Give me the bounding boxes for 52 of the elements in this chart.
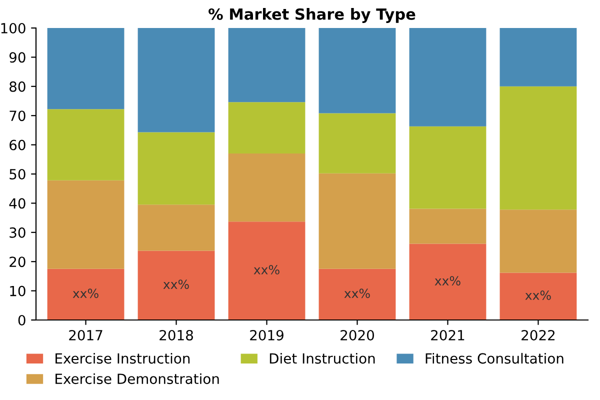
y-tick-label: 0 <box>18 314 26 326</box>
bar <box>228 102 306 154</box>
bar <box>138 204 215 251</box>
bar <box>409 28 486 126</box>
bar <box>228 154 306 222</box>
bar <box>138 28 215 132</box>
bar <box>138 132 215 205</box>
bar <box>47 28 124 110</box>
bar <box>318 173 396 269</box>
bar <box>228 222 306 320</box>
bar <box>47 268 124 320</box>
y-tick-label: 40 <box>9 198 26 209</box>
x-tick-label: 2017 <box>69 330 102 340</box>
x-tick-label: 2019 <box>250 330 284 340</box>
bar <box>47 180 124 269</box>
bar <box>409 208 486 244</box>
y-tick-label: 100 <box>1 22 26 34</box>
chart-title: % Market Share by Type <box>208 8 416 23</box>
x-tick-label: 2018 <box>160 330 193 340</box>
bar <box>318 28 396 114</box>
legend-label: Fitness Consultation <box>426 352 564 364</box>
bar <box>409 244 486 320</box>
bar <box>500 86 577 210</box>
y-tick-label: 70 <box>10 110 26 122</box>
x-tick-label: 2021 <box>431 330 464 340</box>
y-tick-label: 90 <box>9 52 26 63</box>
y-tick-label: 20 <box>10 256 26 268</box>
data-label: xx% <box>163 280 189 290</box>
data-label: xx% <box>344 288 370 298</box>
y-tick-label: 50 <box>10 168 26 180</box>
bar <box>500 210 577 273</box>
bar <box>500 28 577 86</box>
y-tick-label: 60 <box>10 140 26 150</box>
data-label: xx% <box>525 290 551 300</box>
data-label: xx% <box>72 288 98 298</box>
y-tick-label: 30 <box>10 227 26 238</box>
y-tick-label: 80 <box>10 81 26 92</box>
data-label: xx% <box>434 276 460 286</box>
bar <box>228 28 306 102</box>
bar <box>138 250 215 320</box>
legend-label: Exercise Instruction <box>56 352 190 364</box>
bar <box>318 113 396 174</box>
bar <box>409 126 486 209</box>
y-tick-label: 10 <box>10 286 26 296</box>
x-tick-label: 2022 <box>522 330 555 340</box>
x-tick-label: 2020 <box>340 330 374 340</box>
bar <box>500 272 577 320</box>
bar <box>318 268 396 320</box>
data-label: xx% <box>254 264 280 274</box>
legend-label: Exercise Demonstration <box>56 373 219 384</box>
bar <box>47 109 124 180</box>
legend-label: Diet Instruction <box>270 352 375 364</box>
